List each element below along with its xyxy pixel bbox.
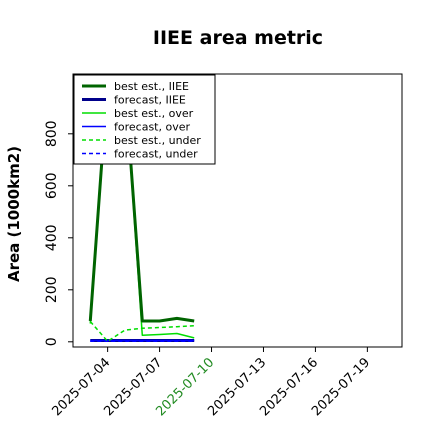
legend-label: forecast, under (114, 148, 198, 161)
legend-label: best est., under (114, 134, 201, 147)
legend-label: forecast, IIEE (114, 94, 186, 107)
y-tick-label: 0 (44, 337, 60, 346)
y-tick-label: 600 (44, 172, 60, 199)
plot-frame (72, 73, 403, 348)
y-tick-label: 800 (44, 120, 60, 147)
chart-title: IIEE area metric (153, 27, 323, 49)
legend-label: best est., over (114, 107, 194, 120)
y-tick-label: 400 (44, 224, 60, 251)
y-axis-label: Area (1000km2) (5, 146, 23, 282)
legend-box (73, 74, 216, 165)
legend-label: forecast, over (114, 121, 190, 134)
legend-label: best est., IIEE (114, 80, 189, 93)
y-tick-label: 200 (44, 276, 60, 303)
series-line-best-est-under (89, 321, 195, 343)
